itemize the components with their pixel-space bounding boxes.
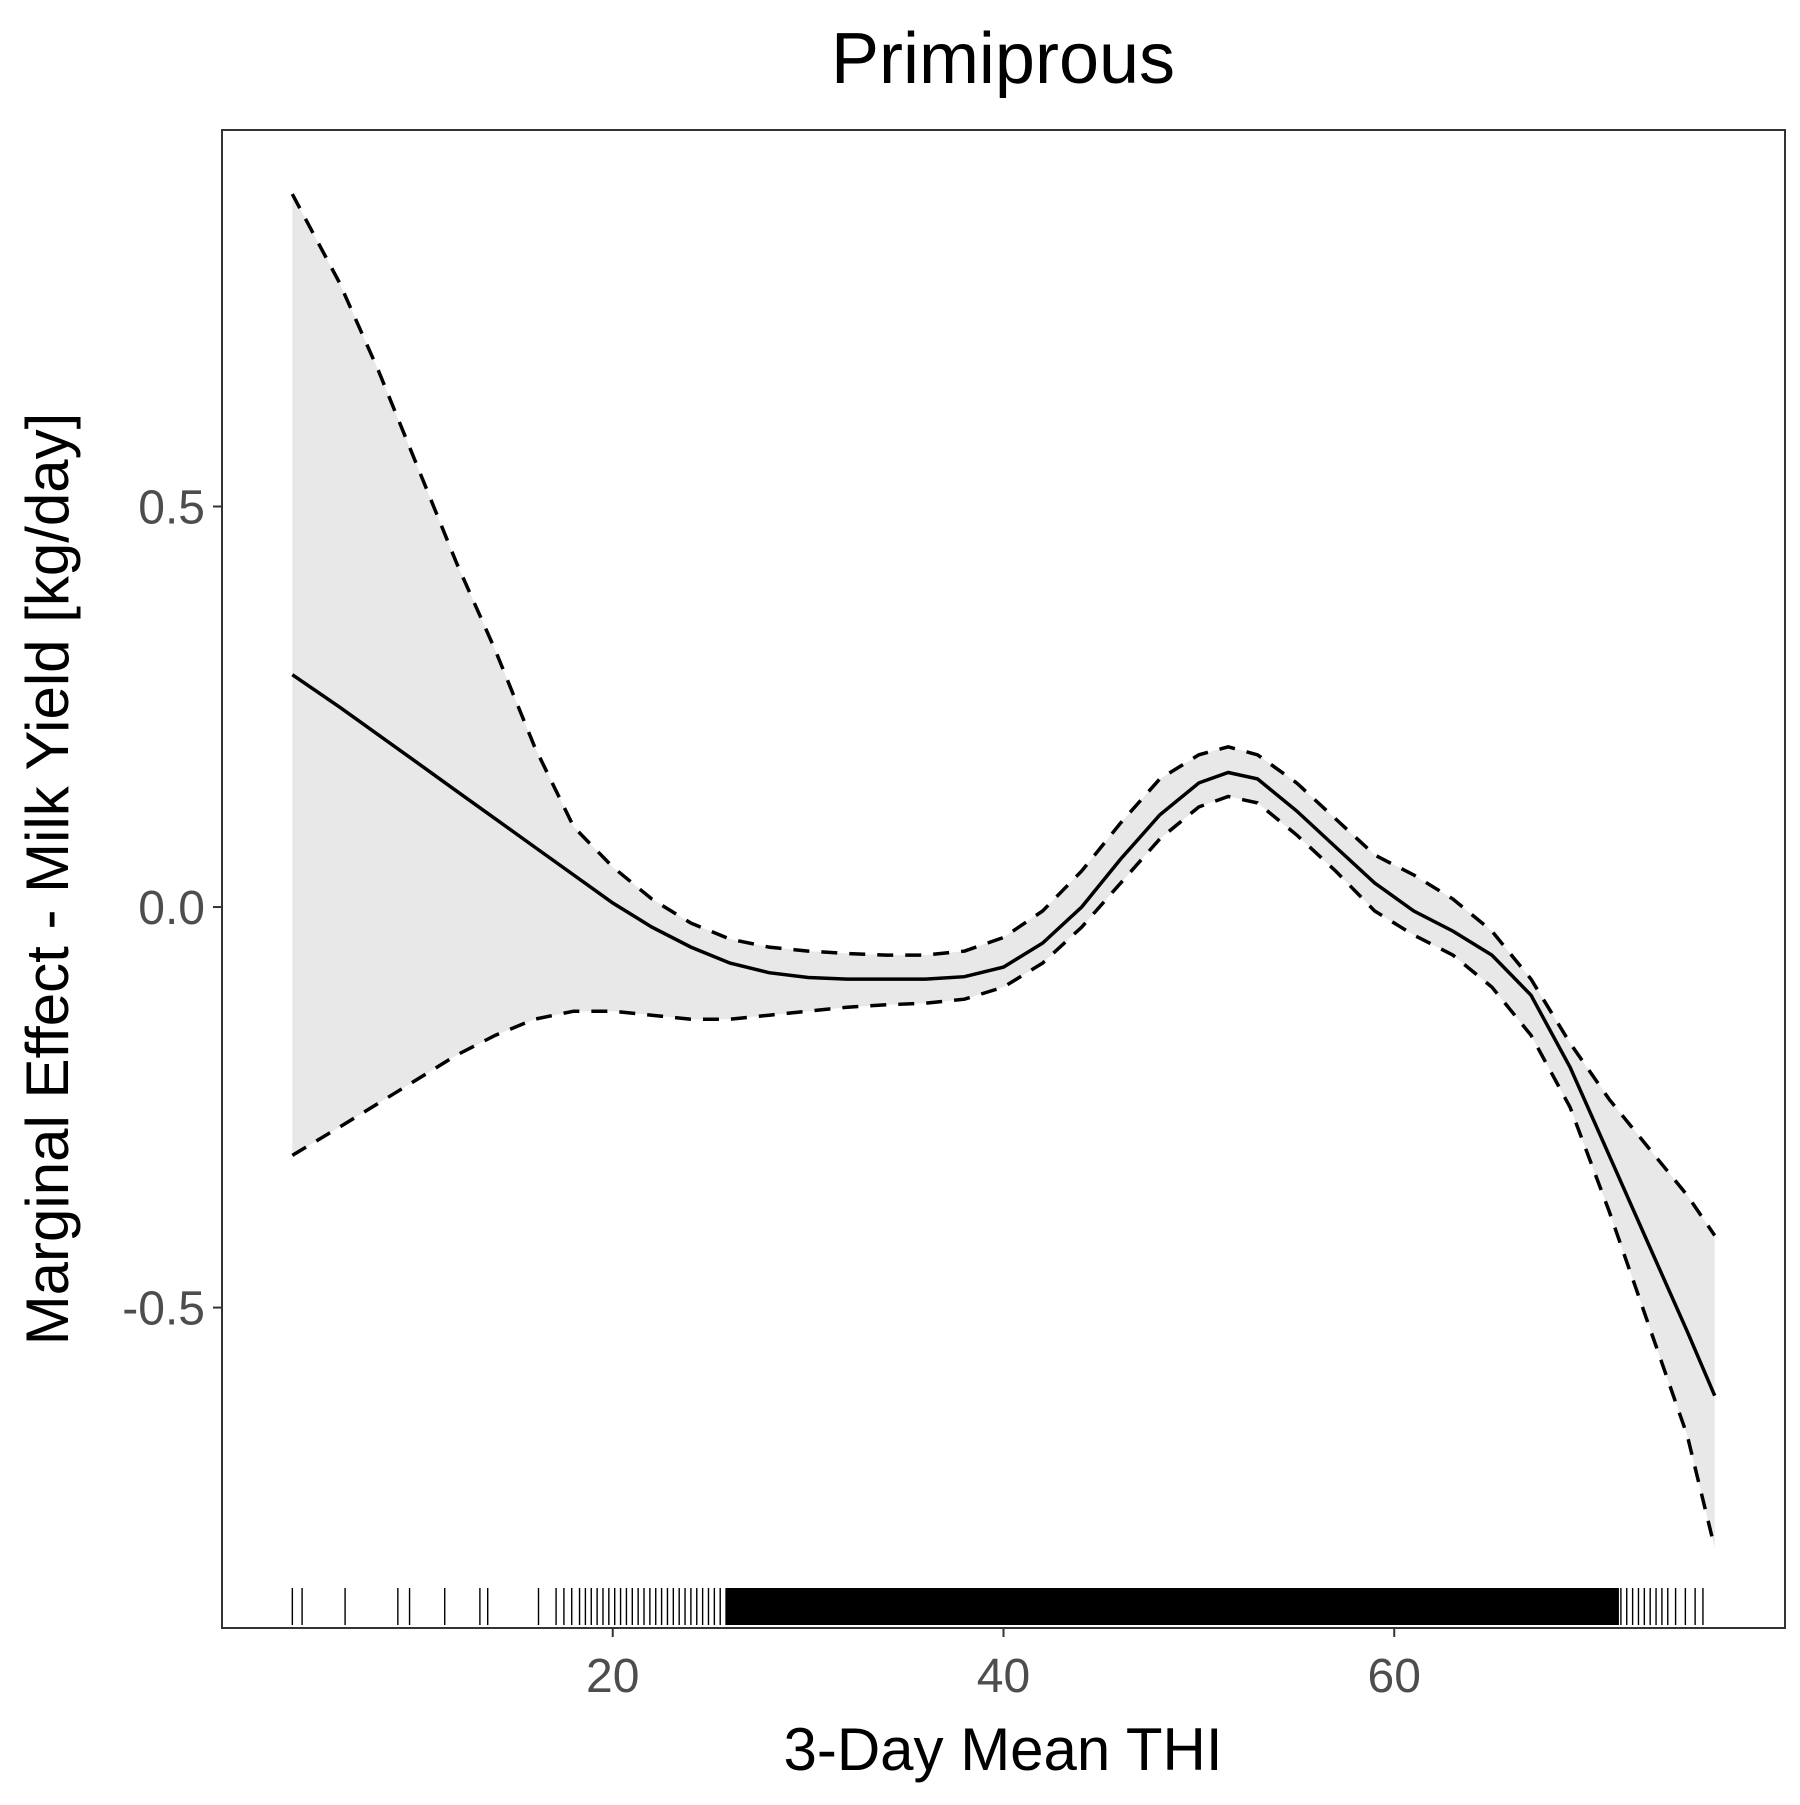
plot-area — [290, 193, 1717, 1625]
y-tick-label: 0.5 — [138, 482, 205, 535]
y-tick-label: -0.5 — [122, 1283, 205, 1336]
marginal-effect-line — [291, 673, 1717, 1397]
chart-title: Primiprous — [831, 19, 1175, 99]
rug-marks — [291, 1588, 1704, 1625]
axes: 20 40 60 0.5 0.0 -0.5 — [122, 482, 1421, 1703]
confidence-ribbon — [292, 194, 1715, 1548]
x-tick-label: 60 — [1368, 1650, 1421, 1703]
lower-bound-line — [291, 794, 1717, 1549]
x-axis-title: 3-Day Mean THI — [783, 1716, 1222, 1783]
rug-dense-block — [726, 1588, 1619, 1625]
y-axis-title: Marginal Effect - Milk Yield [kg/day] — [14, 413, 81, 1346]
x-tick-label: 20 — [586, 1650, 639, 1703]
x-tick-label: 40 — [977, 1650, 1030, 1703]
upper-bound-line — [290, 193, 1717, 1237]
y-tick-label: 0.0 — [138, 882, 205, 935]
